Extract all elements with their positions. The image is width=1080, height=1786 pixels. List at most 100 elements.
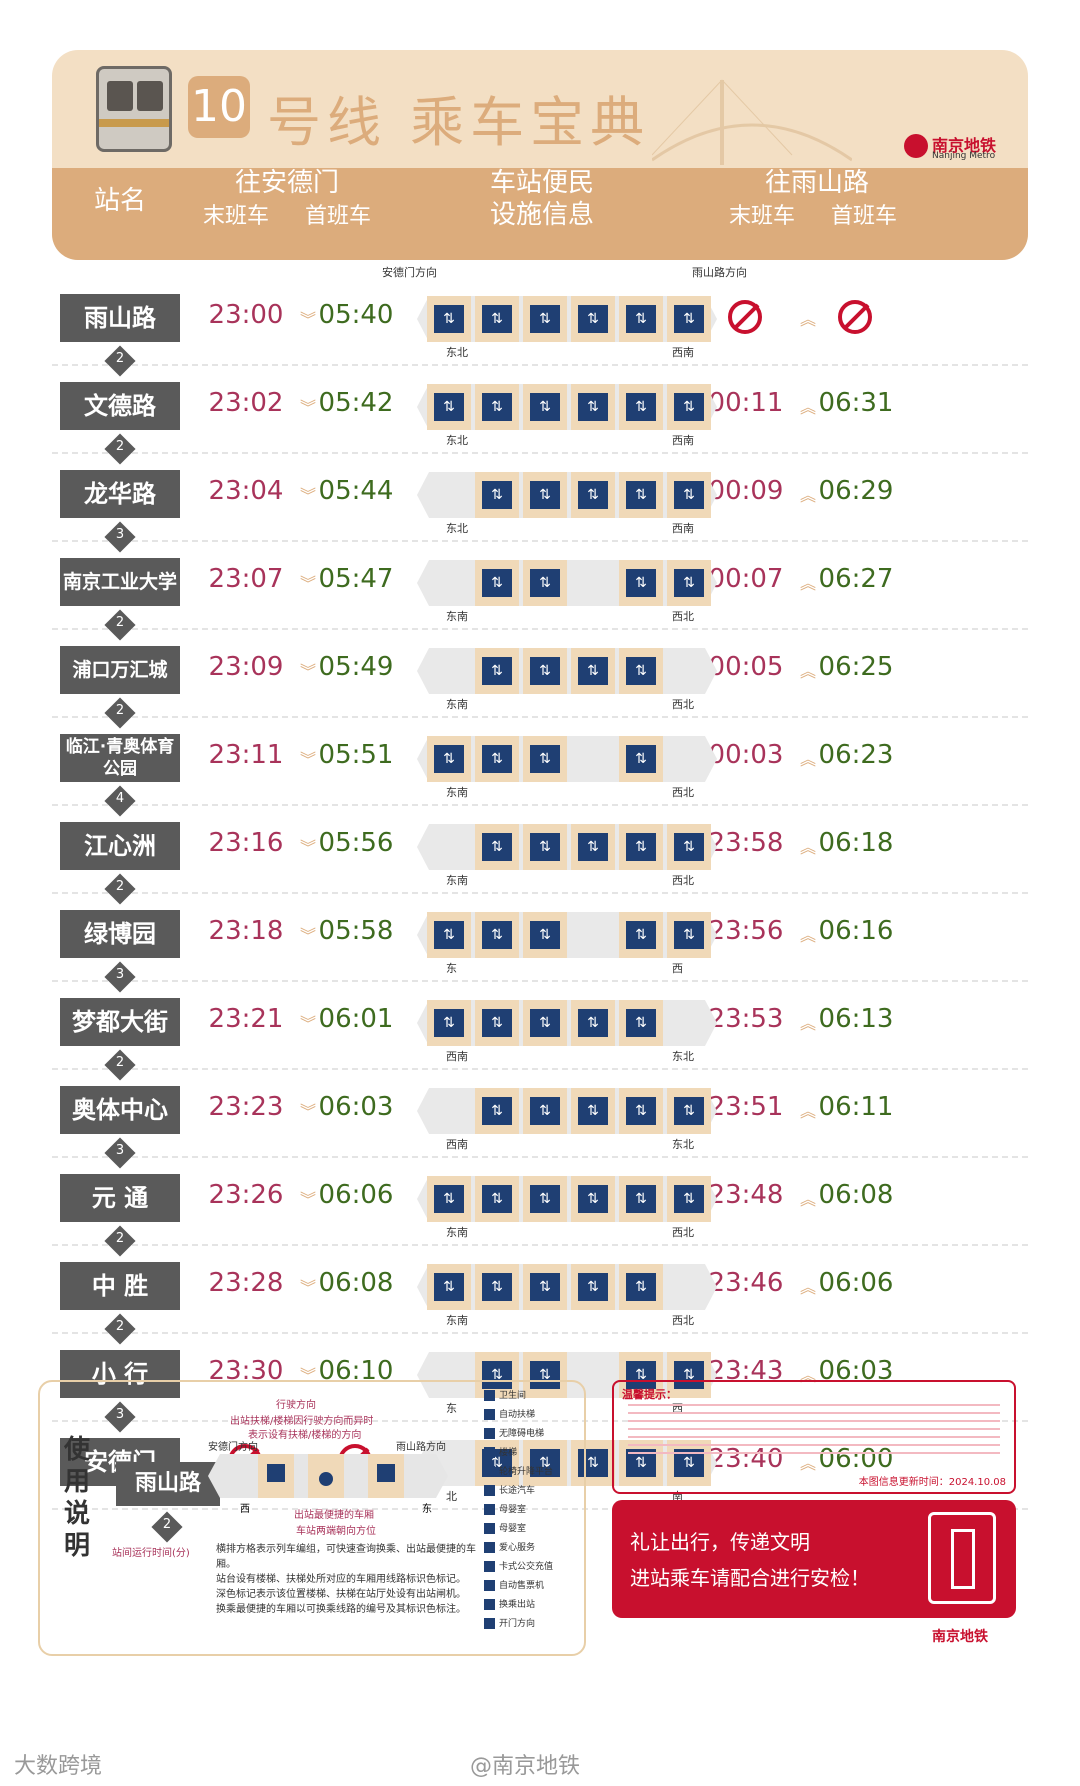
escalator-icon: ⇅	[434, 1185, 464, 1213]
escalator-icon: ⇅	[626, 657, 656, 685]
station-name: 奥体中心	[60, 1086, 180, 1134]
chevron-icon: ︾	[300, 398, 317, 417]
last-a-time: 23:28	[208, 1268, 284, 1298]
legend-icon-item: 长途汽车	[484, 1483, 584, 1502]
last-a-time: 23:02	[208, 388, 284, 418]
car-facility-cell: ⇅	[523, 736, 567, 782]
last-b-time: 00:05	[708, 652, 784, 682]
escalator-icon: ⇅	[674, 305, 704, 333]
row-divider	[52, 892, 1028, 894]
car-facility-cell: ⇅	[571, 1264, 615, 1310]
page-title: 号线 乘车宝典	[267, 91, 651, 154]
escalator-icon: ⇅	[482, 1185, 512, 1213]
col-first-b: 首班车	[830, 204, 897, 229]
car-facility-cell: ⇅	[667, 472, 711, 518]
interval-badge: 4	[104, 785, 136, 817]
car-facility-cell: ⇅	[619, 560, 663, 606]
escalator-icon: ⇅	[434, 393, 464, 421]
exit-right-label: 西北	[672, 610, 694, 623]
car-facility-cell: ⇅	[475, 824, 519, 870]
escalator-icon: ⇅	[578, 1097, 608, 1125]
chevron-icon: ︽	[800, 398, 817, 417]
escalator-icon: ⇅	[626, 1361, 656, 1389]
car-facility-cell: ⇅	[523, 1352, 567, 1398]
car-facility-cell: ⇅	[427, 736, 471, 782]
interval-badge: 2	[104, 1225, 136, 1257]
escalator-icon: ⇅	[482, 305, 512, 333]
car-facility-cell: ⇅	[427, 384, 471, 430]
escalator-icon: ⇅	[674, 921, 704, 949]
station-name: 元 通	[60, 1174, 180, 1222]
station-row: 江心洲 23:16 05:56 23:58 06:18 ︾ ︽ ⇅ ⇅ ⇅ ⇅ ⇅ 东南 西北 2	[52, 814, 1028, 905]
escalator-icon: ⇅	[578, 657, 608, 685]
interval-badge: 2	[104, 345, 136, 377]
first-b-time: 06:31	[818, 388, 894, 418]
last-b-time: 23:53	[708, 1004, 784, 1034]
car-facility-cell: ⇅	[571, 1440, 615, 1486]
legend-icon-item: 爱心服务	[484, 1540, 584, 1559]
car-strip	[417, 648, 717, 694]
nanjing-metro-logo: 南京地铁 Nanjing Metro	[904, 132, 1014, 164]
facility-icon	[484, 1542, 495, 1553]
car-facility-cell: ⇅	[523, 824, 567, 870]
first-a-time: 06:06	[318, 1180, 394, 1210]
car-facility-cell: ⇅	[571, 1176, 615, 1222]
car-facility-cell: ⇅	[619, 1264, 663, 1310]
car-facility-cell: ⇅	[475, 736, 519, 782]
escalator-icon: ⇅	[434, 1009, 464, 1037]
car-facility-cell: ⇅	[667, 824, 711, 870]
station-name: 江心洲	[60, 822, 180, 870]
legend-icon-item: 无障碍电梯	[484, 1426, 584, 1445]
escalator-icon: ⇅	[578, 481, 608, 509]
chevron-icon: ︾	[300, 1014, 317, 1033]
legend-example-station: 雨山路	[116, 1462, 220, 1506]
last-b-time: 23:46	[708, 1268, 784, 1298]
escalator-icon: ⇅	[530, 1009, 560, 1037]
last-a-time: 23:04	[208, 476, 284, 506]
station-name: 绿博园	[60, 910, 180, 958]
no-service-icon	[728, 300, 762, 334]
escalator-icon: ⇅	[482, 569, 512, 597]
car-facility-cell: ⇅	[667, 1352, 711, 1398]
escalator-icon: ⇅	[578, 305, 608, 333]
car-facility-cell: ⇅	[571, 824, 615, 870]
car-facility-cell: ⇅	[619, 1000, 663, 1046]
car-facility-cell: ⇅	[427, 1264, 471, 1310]
escalator-icon: ⇅	[578, 1273, 608, 1301]
exit-right-label: 西南	[672, 434, 694, 447]
chevron-icon: ︽	[800, 1278, 817, 1297]
row-divider	[52, 1156, 1028, 1158]
exit-right-label: 东北	[672, 1138, 694, 1151]
bridge-illustration	[652, 79, 852, 165]
facility-icon	[484, 1409, 495, 1420]
escalator-icon: ⇅	[482, 745, 512, 773]
exit-left-label: 西南	[446, 1138, 468, 1151]
legend-title: 使用说明	[64, 1435, 91, 1561]
last-a-time: 23:16	[208, 828, 284, 858]
legend-note-2: 表示设有扶梯/楼梯的方向	[248, 1430, 362, 1441]
car-facility-cell: ⇅	[523, 1440, 567, 1486]
facility-icon	[484, 1580, 495, 1591]
facility-icon	[484, 1428, 495, 1439]
escalator-icon: ⇅	[530, 657, 560, 685]
car-facility-cell: ⇅	[619, 736, 663, 782]
chevron-icon: ︽	[800, 1190, 817, 1209]
first-a-time: 05:47	[318, 564, 394, 594]
exit-right-label: 西南	[672, 346, 694, 359]
col-to-yushanlu: 往雨山路	[764, 168, 869, 198]
first-a-time: 05:49	[318, 652, 394, 682]
escalator-icon: ⇅	[482, 1009, 512, 1037]
interval-badge: 3	[104, 1401, 136, 1433]
station-row: 浦口万汇城 23:09 05:49 00:05 06:25 ︾ ︽ ⇅ ⇅ ⇅ ⇅ 东南 西北 2	[52, 638, 1028, 729]
chevron-icon: ︾	[300, 750, 317, 769]
row-divider	[52, 1508, 1028, 1510]
last-a-time: 23:21	[208, 1004, 284, 1034]
legend-east: 东	[422, 1504, 432, 1515]
facility-icon	[484, 1447, 495, 1458]
car-facility-cell: ⇅	[523, 1176, 567, 1222]
first-a-time: 05:51	[318, 740, 394, 770]
chevron-icon: ︽	[800, 750, 817, 769]
exit-left-label: 东南	[446, 874, 468, 887]
legend-direction: 行驶方向	[276, 1400, 316, 1411]
escalator-icon: ⇅	[530, 1449, 560, 1477]
